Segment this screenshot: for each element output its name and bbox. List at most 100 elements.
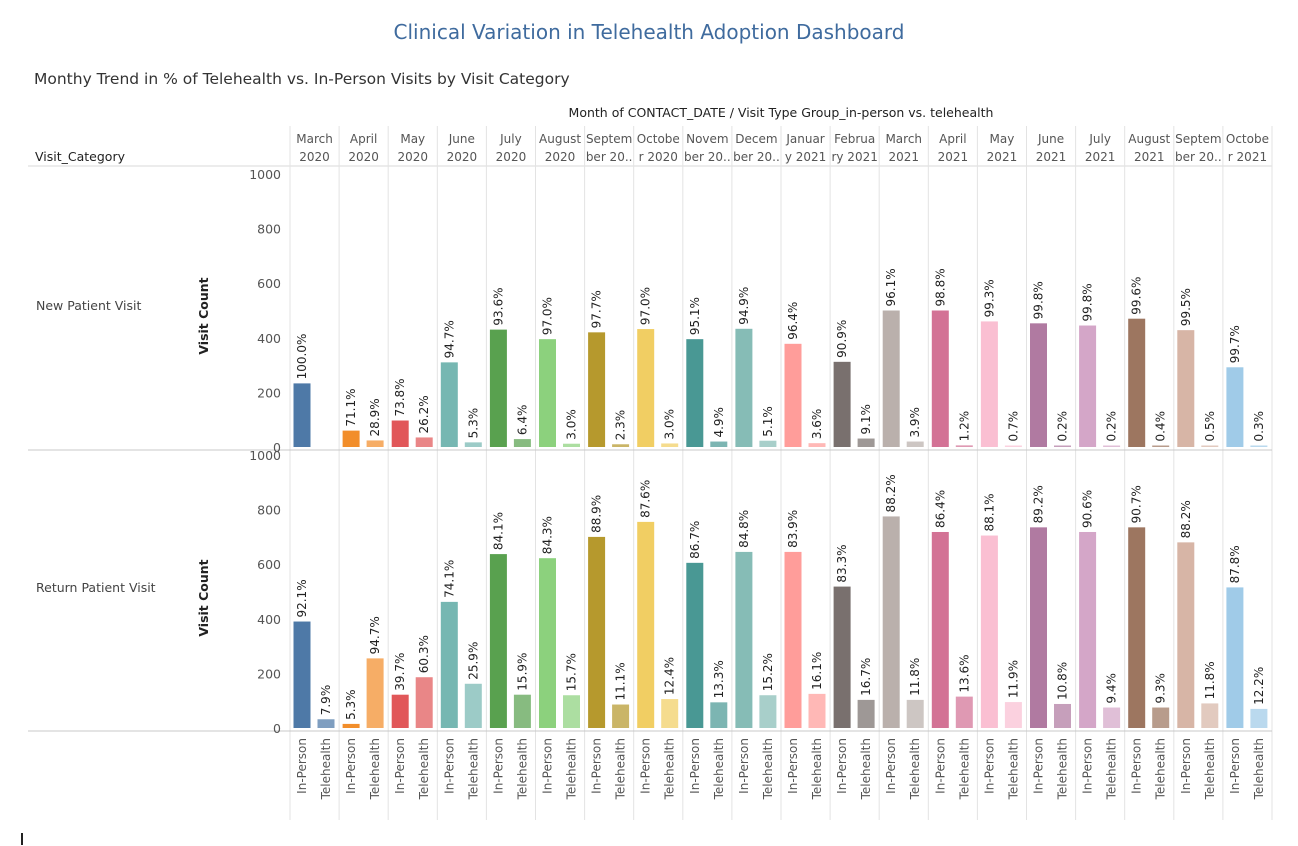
x-axis-visit-type-label: In-Person bbox=[639, 738, 653, 794]
bar-telehealth bbox=[513, 694, 531, 728]
data-label-in-person: 39.7% bbox=[393, 653, 407, 691]
bar-telehealth bbox=[563, 695, 580, 728]
x-axis-visit-type-label: In-Person bbox=[1130, 738, 1144, 794]
data-label-telehealth: 16.7% bbox=[859, 658, 873, 696]
data-label-in-person: 97.0% bbox=[541, 297, 555, 335]
data-label-telehealth: 3.0% bbox=[565, 409, 579, 440]
data-label-telehealth: 5.3% bbox=[466, 408, 480, 439]
x-axis-visit-type-label: In-Person bbox=[688, 738, 702, 794]
bar-telehealth bbox=[366, 440, 384, 447]
data-label-in-person: 83.3% bbox=[835, 544, 849, 582]
data-label-in-person: 96.1% bbox=[884, 268, 898, 306]
bar-telehealth bbox=[1201, 703, 1219, 728]
data-label-in-person: 99.3% bbox=[982, 279, 996, 317]
y-tick-label: 200 bbox=[257, 666, 281, 681]
data-label-telehealth: 2.3% bbox=[614, 410, 628, 441]
x-axis-visit-type-label: In-Person bbox=[491, 738, 505, 794]
month-header-line1: May bbox=[990, 132, 1015, 146]
month-header-line2: 2021 bbox=[1085, 150, 1116, 164]
bar-telehealth bbox=[317, 719, 335, 728]
bar-telehealth bbox=[1103, 445, 1121, 447]
bar-telehealth bbox=[563, 443, 580, 447]
x-axis-visit-type-label: In-Person bbox=[442, 738, 456, 794]
data-label-in-person: 99.6% bbox=[1130, 277, 1144, 315]
data-label-telehealth: 28.9% bbox=[368, 398, 382, 436]
bar-in-person bbox=[489, 554, 507, 728]
data-label-telehealth: 15.7% bbox=[565, 653, 579, 691]
bar-telehealth bbox=[955, 445, 973, 447]
data-label-in-person: 84.8% bbox=[737, 510, 751, 548]
month-header-line2: ber 20.. bbox=[1175, 150, 1222, 164]
x-axis-visit-type-label: Telehealth bbox=[663, 738, 677, 800]
month-header-line1: June bbox=[448, 132, 475, 146]
data-label-in-person: 99.7% bbox=[1228, 325, 1242, 363]
month-header-line1: Novem bbox=[686, 132, 729, 146]
row-category-label: New Patient Visit bbox=[36, 298, 141, 313]
x-axis-visit-type-label: In-Person bbox=[344, 738, 358, 794]
bar-telehealth bbox=[710, 702, 728, 728]
x-axis-visit-type-label: Telehealth bbox=[859, 738, 873, 800]
bar-telehealth bbox=[612, 444, 630, 447]
x-axis-visit-type-label: Telehealth bbox=[1154, 738, 1168, 800]
data-label-in-person: 88.2% bbox=[1179, 500, 1193, 538]
data-label-telehealth: 10.8% bbox=[1056, 662, 1070, 700]
bar-in-person bbox=[686, 339, 704, 447]
data-label-in-person: 88.2% bbox=[884, 474, 898, 512]
bar-in-person bbox=[1177, 542, 1195, 728]
bar-telehealth bbox=[661, 699, 679, 728]
data-label-telehealth: 12.4% bbox=[663, 657, 677, 695]
data-label-in-person: 99.5% bbox=[1179, 288, 1193, 326]
x-axis-visit-type-label: Telehealth bbox=[761, 738, 775, 800]
data-label-in-person: 5.3% bbox=[344, 689, 358, 720]
y-tick-label: 600 bbox=[257, 276, 281, 291]
bar-telehealth bbox=[1103, 707, 1121, 728]
bar-in-person bbox=[293, 621, 311, 728]
month-header-line2: 2021 bbox=[1134, 150, 1165, 164]
data-label-telehealth: 4.9% bbox=[712, 407, 726, 438]
data-label-in-person: 93.6% bbox=[491, 287, 505, 325]
data-label-telehealth: 0.4% bbox=[1154, 411, 1168, 442]
bar-in-person bbox=[637, 329, 655, 447]
month-header-line2: r 2021 bbox=[1228, 150, 1267, 164]
bar-telehealth bbox=[906, 699, 924, 728]
bar-in-person bbox=[980, 535, 998, 728]
data-label-in-person: 74.1% bbox=[442, 560, 456, 598]
y-tick-label: 0 bbox=[273, 440, 281, 455]
bar-in-person bbox=[489, 329, 507, 447]
data-label-in-person: 97.0% bbox=[639, 287, 653, 325]
month-header-line2: 2020 bbox=[299, 150, 330, 164]
month-header-line1: Decem bbox=[735, 132, 777, 146]
x-axis-visit-type-label: Telehealth bbox=[368, 738, 382, 800]
data-label-in-person: 84.1% bbox=[491, 512, 505, 550]
y-tick-label: 200 bbox=[257, 385, 281, 400]
y-tick-label: 600 bbox=[257, 557, 281, 572]
bar-telehealth bbox=[1152, 445, 1170, 447]
data-label-in-person: 100.0% bbox=[295, 334, 309, 380]
x-axis-visit-type-label: Telehealth bbox=[1006, 738, 1020, 800]
data-label-in-person: 90.9% bbox=[835, 320, 849, 358]
text-cursor bbox=[21, 833, 23, 845]
data-label-telehealth: 9.1% bbox=[859, 404, 873, 435]
data-label-telehealth: 0.3% bbox=[1252, 411, 1266, 442]
month-header-line1: Januar bbox=[785, 132, 824, 146]
x-axis-visit-type-label: In-Person bbox=[295, 738, 309, 794]
data-label-telehealth: 11.1% bbox=[614, 662, 628, 700]
bar-in-person bbox=[784, 343, 802, 447]
month-header-line1: April bbox=[350, 132, 377, 146]
x-axis-visit-type-label: In-Person bbox=[982, 738, 996, 794]
data-label-in-person: 88.9% bbox=[590, 495, 604, 533]
y-tick-label: 800 bbox=[257, 503, 281, 518]
x-axis-visit-type-label: In-Person bbox=[737, 738, 751, 794]
bar-in-person bbox=[833, 586, 851, 728]
bar-telehealth bbox=[513, 439, 531, 447]
data-label-in-person: 87.8% bbox=[1228, 545, 1242, 583]
bar-telehealth bbox=[366, 658, 384, 728]
bar-in-person bbox=[1226, 367, 1244, 447]
x-axis-visit-type-label: Telehealth bbox=[1252, 738, 1266, 800]
bar-in-person bbox=[391, 420, 409, 447]
x-axis-visit-type-label: Telehealth bbox=[908, 738, 922, 800]
month-header-line1: June bbox=[1037, 132, 1064, 146]
month-header-line2: 2021 bbox=[888, 150, 919, 164]
data-label-in-person: 89.2% bbox=[1032, 485, 1046, 523]
bar-telehealth bbox=[808, 443, 826, 447]
